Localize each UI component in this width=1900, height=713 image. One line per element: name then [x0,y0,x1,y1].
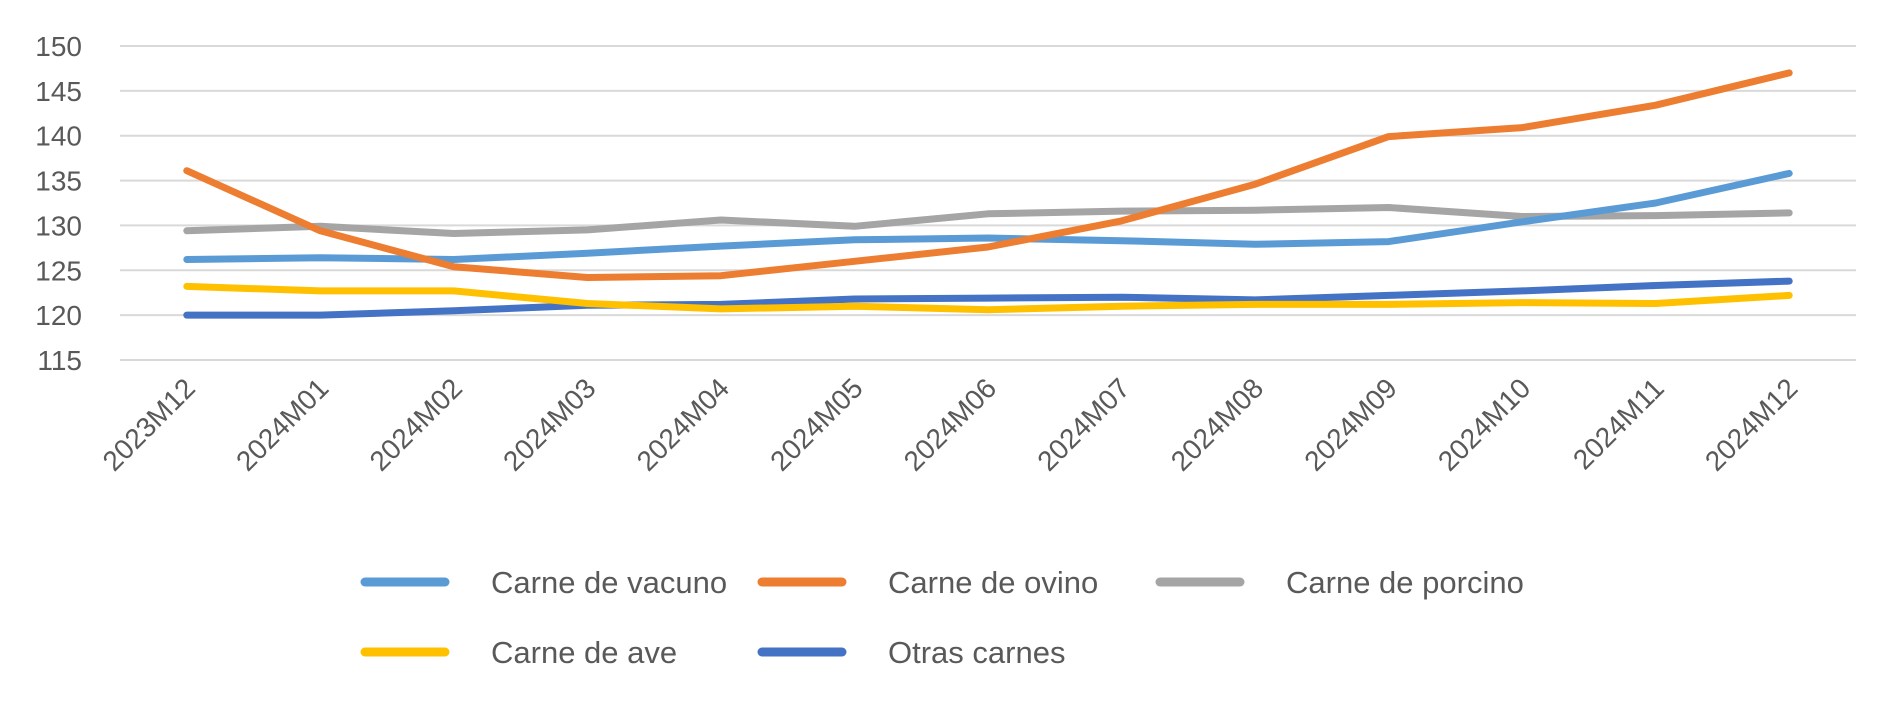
legend-item-carne-de-porcino: Carne de porcino [1155,565,1524,600]
series-lines [183,69,1793,319]
series-line-otras-carnes [183,277,1793,319]
x-tick-label: 2024M04 [631,372,735,476]
y-tick-label: 125 [35,255,82,286]
series-line-carne-de-vacuno [183,169,1793,263]
y-axis-tick-labels: 115 120 125 130 135 140 145 150 [35,31,82,376]
x-tick-label: 2024M10 [1432,372,1536,476]
x-tick-label: 2023M12 [97,372,201,476]
series-line-carne-de-porcino [183,204,1793,237]
y-tick-label: 145 [35,76,82,107]
legend-label: Carne de vacuno [491,565,727,600]
x-tick-label: 2024M12 [1699,372,1803,476]
y-tick-label: 135 [35,166,82,197]
x-tick-label: 2024M08 [1165,372,1269,476]
x-tick-label: 2024M06 [898,372,1002,476]
y-tick-label: 130 [35,210,82,241]
y-tick-label: 140 [35,121,82,152]
x-tick-label: 2024M01 [230,372,334,476]
x-tick-label: 2024M09 [1298,372,1402,476]
legend-label: Carne de ave [491,635,677,670]
legend-item-otras-carnes: Otras carnes [757,635,1065,670]
legend-label: Otras carnes [888,635,1065,670]
legend-item-carne-de-ovino: Carne de ovino [757,565,1098,600]
legend-item-carne-de-vacuno: Carne de vacuno [360,565,727,600]
legend: Carne de vacuno Carne de ovino Carne de po… [360,565,1524,670]
x-tick-label: 2024M11 [1567,372,1670,475]
x-tick-label: 2024M02 [364,372,468,476]
series-line-carne-de-ave [183,282,1793,314]
x-tick-label: 2024M07 [1031,372,1135,476]
legend-item-carne-de-ave: Carne de ave [360,635,677,670]
x-tick-label: 2024M03 [497,372,601,476]
y-tick-label: 120 [35,300,82,331]
legend-label: Carne de porcino [1286,565,1524,600]
y-tick-label: 150 [35,31,82,62]
legend-label: Carne de ovino [888,565,1098,600]
x-tick-label: 2024M05 [764,372,868,476]
y-tick-label: 115 [37,345,82,376]
x-axis-tick-labels: 2023M12 2024M01 2024M02 2024M03 2024M04 2024M… [97,372,1804,476]
series-line-carne-de-ovino [183,69,1793,281]
